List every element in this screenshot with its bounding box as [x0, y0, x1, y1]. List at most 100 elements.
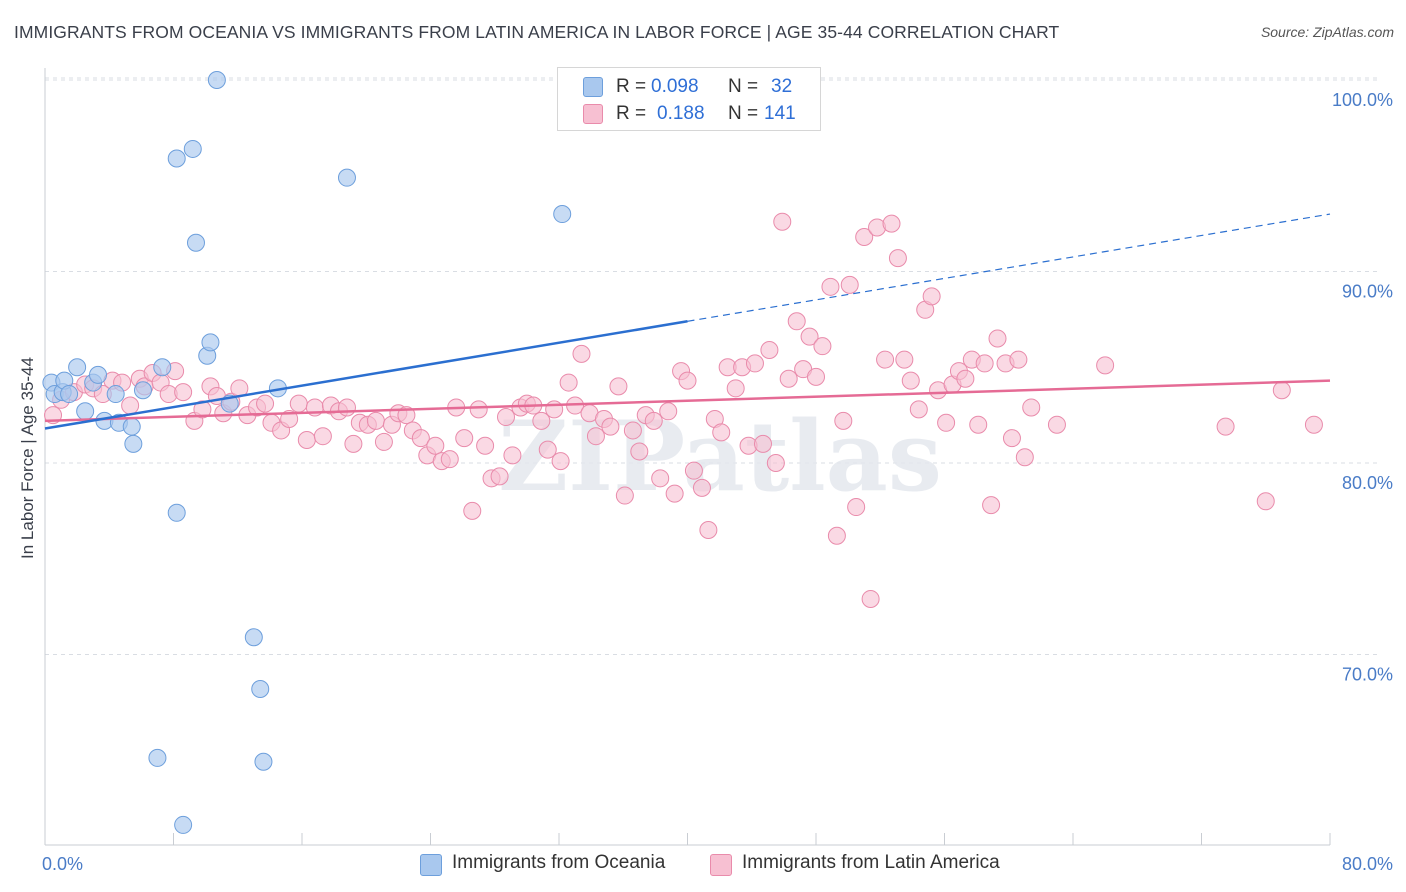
latin-point	[969, 415, 988, 434]
axes	[44, 68, 1331, 846]
latin-point	[882, 214, 901, 233]
source-label: Source: ZipAtlas.com	[1260, 24, 1394, 40]
oceania-trend-line	[44, 320, 688, 430]
latin-point	[692, 478, 711, 497]
latin-point	[490, 467, 509, 486]
latin-point	[773, 212, 792, 231]
latin-point	[1304, 415, 1323, 434]
latin-point	[787, 312, 806, 331]
latin-point	[901, 371, 920, 390]
n-value: 141	[764, 103, 796, 124]
latin-point	[888, 249, 907, 268]
latin-point	[572, 344, 591, 363]
oceania-point	[207, 71, 226, 89]
latin-point	[337, 398, 356, 417]
latin-point	[684, 461, 703, 480]
latin-point	[659, 402, 678, 421]
y-tick-label: 80.0%	[1342, 473, 1393, 493]
oceania-point	[174, 815, 193, 834]
latin-point	[463, 501, 482, 520]
oceania-point	[148, 748, 167, 767]
x-tick-label: 80.0%	[1342, 854, 1393, 874]
latin-trend-line	[44, 379, 1331, 423]
latin-point	[374, 432, 393, 451]
latin-point	[1015, 448, 1034, 467]
oceania-point	[153, 358, 172, 377]
latin-point	[699, 521, 718, 540]
oceania-points	[42, 71, 572, 834]
r-value: 0.098	[651, 76, 699, 97]
latin-point	[545, 400, 564, 419]
oceania-point	[186, 233, 205, 252]
latin-point	[745, 354, 764, 373]
y-axis-label: In Labor Force | Age 35-44	[18, 357, 37, 559]
grid-lines	[45, 77, 1380, 655]
latin-swatch	[583, 104, 603, 124]
oceania-point	[553, 205, 572, 224]
oceania-point	[201, 333, 220, 352]
latin-point	[834, 411, 853, 430]
y-tick-label: 90.0%	[1342, 282, 1393, 302]
latin-point	[559, 373, 578, 392]
oceania-point	[89, 365, 108, 384]
latin-point	[551, 452, 570, 471]
latin-point	[426, 436, 445, 455]
latin-point	[366, 411, 385, 430]
latin-point	[982, 496, 1001, 515]
n-label: N =	[728, 76, 759, 97]
latin-point	[1022, 398, 1041, 417]
latin-point	[847, 498, 866, 517]
latin-point	[297, 431, 316, 450]
latin-point	[630, 442, 649, 461]
latin-point	[601, 417, 620, 436]
latin-point	[411, 429, 430, 448]
latin-point	[623, 421, 642, 440]
oceania-point	[60, 385, 79, 404]
latin-point	[174, 383, 193, 402]
latin-point	[503, 446, 522, 465]
latin-point	[895, 350, 914, 369]
latin-america-points	[44, 212, 1323, 608]
latin-point	[1272, 381, 1291, 400]
latin-point	[855, 228, 874, 247]
latin-point	[1047, 415, 1066, 434]
latin-point	[800, 327, 819, 346]
latin-point	[909, 400, 928, 419]
latin-point	[861, 589, 880, 608]
latin-point	[609, 377, 628, 396]
oceania-point	[251, 679, 270, 698]
latin-point	[193, 400, 212, 419]
latin-point	[644, 411, 663, 430]
oceania-swatch	[583, 77, 603, 97]
latin-point	[665, 484, 684, 503]
latin-point	[876, 350, 895, 369]
latin-point	[455, 429, 474, 448]
latin-point	[476, 436, 495, 455]
latin-point	[586, 427, 605, 446]
legend-row-oceania: R = 0.098 N = 32	[558, 74, 820, 100]
latin-point	[1216, 417, 1235, 436]
r-label: R =	[616, 76, 647, 97]
latin-point	[289, 394, 308, 413]
legend-row-latin: R = 0.188 N = 141	[558, 101, 820, 127]
y-tick-label: 70.0%	[1342, 665, 1393, 685]
tick-labels: 70.0% 80.0% 90.0% 100.0% 0.0% 80.0%	[42, 90, 1393, 874]
latin-point	[121, 396, 140, 415]
oceania-legend-label: Immigrants from Oceania	[452, 852, 666, 873]
latin-swatch	[710, 854, 732, 876]
oceania-point	[106, 385, 125, 404]
latin-point	[256, 394, 275, 413]
latin-point	[975, 354, 994, 373]
latin-point	[1002, 429, 1021, 448]
oceania-point	[244, 628, 263, 647]
latin-legend-label: Immigrants from Latin America	[742, 852, 1000, 873]
latin-point	[813, 337, 832, 356]
n-value: 32	[771, 76, 793, 97]
oceania-point	[124, 434, 143, 453]
oceania-point	[122, 417, 141, 436]
latin-point	[937, 413, 956, 432]
oceania-point	[337, 168, 356, 187]
latin-point	[753, 434, 772, 453]
latin-point	[766, 454, 785, 472]
